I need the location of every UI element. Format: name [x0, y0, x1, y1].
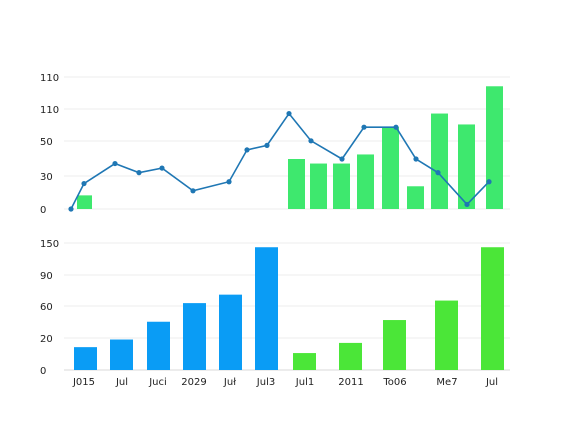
bottom-bar-blue: [255, 247, 278, 370]
x-tick-label: Me7: [436, 377, 457, 388]
top-line-point: [226, 179, 232, 185]
x-tick-label: Juci: [148, 377, 167, 388]
top-line-point: [361, 124, 367, 130]
top-line-point: [413, 156, 419, 162]
top-line-point: [190, 188, 196, 194]
top-line-point: [112, 160, 118, 167]
top-bar: [382, 127, 399, 209]
top-bar: [357, 154, 374, 209]
x-tick-label: To06: [382, 377, 406, 388]
top-line-point: [244, 147, 250, 153]
top-y-tick-label: 30: [40, 172, 53, 183]
x-tick-label: Jul: [485, 377, 498, 388]
top-bar: [486, 86, 503, 209]
bottom-bar-blue: [110, 339, 133, 370]
top-bar: [77, 195, 92, 209]
top-line-point: [486, 179, 492, 185]
top-line-point: [286, 110, 292, 117]
top-line-point: [339, 156, 345, 162]
bottom-bar-green: [435, 300, 458, 370]
top-line-point: [393, 124, 399, 130]
top-y-tick-label: 50: [40, 137, 53, 148]
bottom-bar-blue: [74, 347, 97, 370]
bottom-bar-green: [383, 320, 406, 370]
bottom-y-tick-label: 150: [40, 239, 59, 250]
bottom-bar-green: [293, 353, 316, 370]
top-line-point: [308, 138, 314, 144]
top-y-tick-label: 110: [40, 73, 59, 84]
bottom-y-tick-label: 0: [40, 366, 46, 377]
top-bar: [407, 186, 424, 209]
bottom-bar-blue: [219, 294, 242, 370]
top-line-series: [70, 112, 490, 210]
top-y-tick-label: 0: [40, 205, 46, 216]
top-line-point: [136, 170, 142, 176]
top-line-point: [264, 142, 270, 148]
x-tick-label: 2011: [338, 377, 363, 388]
top-bar: [288, 159, 305, 209]
top-line-point: [435, 170, 441, 176]
top-bar: [333, 163, 350, 209]
top-bar: [431, 113, 448, 209]
top-line-point: [159, 165, 165, 171]
bottom-y-tick-label: 60: [40, 302, 53, 313]
top-bar: [458, 124, 475, 209]
top-line-point: [464, 201, 470, 208]
top-line-point: [81, 180, 87, 187]
x-tick-label: 2029: [181, 377, 206, 388]
top-y-tick-label: 110: [40, 105, 59, 116]
bottom-y-tick-label: 90: [40, 271, 53, 282]
bottom-bar-blue: [183, 303, 206, 370]
top-line-point: [68, 206, 74, 212]
x-tick-label: Jul3: [256, 377, 275, 388]
bottom-y-tick-label: 20: [40, 334, 53, 345]
x-tick-label: J015: [72, 377, 95, 388]
top-bar: [310, 163, 327, 209]
bottom-bar-green: [481, 247, 504, 370]
x-tick-label: Jul: [115, 377, 128, 388]
x-tick-label: Jul1: [295, 377, 314, 388]
bottom-bar-green: [339, 342, 362, 370]
bottom-bar-blue: [147, 321, 170, 370]
x-tick-label: Juł: [223, 377, 236, 388]
